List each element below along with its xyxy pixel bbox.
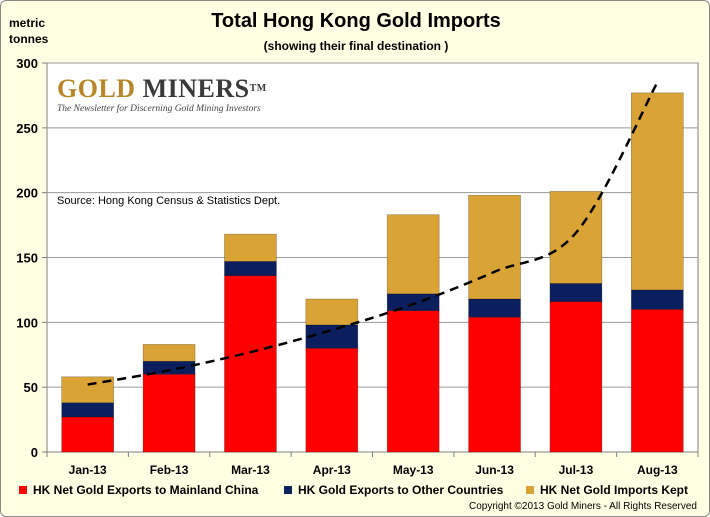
gold-miners-logo: GOLD MINERSTM The Newsletter for Discern… — [57, 75, 317, 123]
bar-other-jan-13 — [61, 402, 114, 418]
bar-kept-aug-13 — [631, 92, 684, 291]
legend-label-china: HK Net Gold Exports to Mainland China — [33, 483, 259, 497]
bar-other-jun-13 — [468, 298, 521, 318]
legend: HK Net Gold Exports to Mainland China HK… — [1, 482, 709, 500]
y-tick-label: 150 — [16, 251, 38, 266]
source-note: Source: Hong Kong Census & Statistics De… — [57, 195, 281, 207]
chart-subtitle: (showing their final destination ) — [263, 39, 449, 53]
legend-item-other: HK Gold Exports to Other Countries — [284, 482, 503, 498]
legend-swatch-other — [284, 485, 292, 494]
y-tick-label: 300 — [16, 56, 38, 71]
logo-tagline: The Newsletter for Discerning Gold Minin… — [57, 104, 261, 114]
x-tick-label: Mar-13 — [231, 463, 270, 477]
legend-swatch-china — [19, 485, 27, 494]
x-tick-label: Jan-13 — [69, 463, 107, 477]
x-tick-label: May-13 — [393, 463, 434, 477]
bar-china-jul-13 — [549, 301, 603, 453]
chart-title: Total Hong Kong Gold Imports — [211, 10, 501, 32]
y-tick-label: 200 — [16, 186, 38, 201]
bar-other-jul-13 — [549, 283, 603, 302]
logo-gold-text: GOLD — [57, 74, 136, 103]
bar-kept-apr-13 — [305, 298, 359, 326]
x-tick-label: Apr-13 — [313, 463, 351, 477]
bar-other-may-13 — [386, 293, 440, 311]
trendline — [87, 81, 659, 386]
x-tick-label: Feb-13 — [150, 463, 189, 477]
bar-kept-mar-13 — [224, 233, 277, 262]
bar-china-may-13 — [386, 310, 440, 453]
copyright-notice: Copyright ©2013 Gold Miners - All Rights… — [468, 501, 697, 512]
bar-other-mar-13 — [224, 261, 277, 276]
logo-wordmark: GOLD MINERSTM — [57, 75, 317, 103]
legend-swatch-kept — [526, 485, 534, 494]
x-tick-label: Aug-13 — [637, 463, 678, 477]
legend-item-kept: HK Net Gold Imports Kept — [526, 482, 688, 498]
y-tick-label: 50 — [24, 380, 38, 395]
bar-china-feb-13 — [142, 373, 196, 453]
bar-other-aug-13 — [631, 289, 684, 310]
bar-china-jan-13 — [61, 416, 114, 453]
logo-trademark: TM — [249, 83, 267, 94]
bar-kept-jun-13 — [468, 194, 521, 300]
x-tick-label: Jul-13 — [559, 463, 594, 477]
bar-china-apr-13 — [305, 347, 359, 453]
legend-label-kept: HK Net Gold Imports Kept — [540, 483, 689, 497]
bar-kept-feb-13 — [142, 344, 196, 362]
bar-other-feb-13 — [142, 360, 196, 375]
legend-item-china: HK Net Gold Exports to Mainland China — [19, 482, 258, 498]
y-tick-label: 250 — [16, 121, 38, 136]
y-axis-label-text: metric tonnes — [9, 16, 49, 46]
y-tick-label: 100 — [16, 315, 38, 330]
legend-label-other: HK Gold Exports to Other Countries — [298, 483, 504, 497]
bar-china-jun-13 — [468, 316, 521, 453]
bar-china-mar-13 — [224, 275, 277, 453]
y-axis-label: metric tonnes — [9, 15, 69, 47]
logo-miners-text: MINERS — [142, 74, 250, 103]
x-tick-label: Jun-13 — [475, 463, 514, 477]
bar-kept-may-13 — [386, 214, 440, 295]
y-tick-label: 0 — [31, 445, 38, 460]
bar-china-aug-13 — [631, 309, 684, 453]
